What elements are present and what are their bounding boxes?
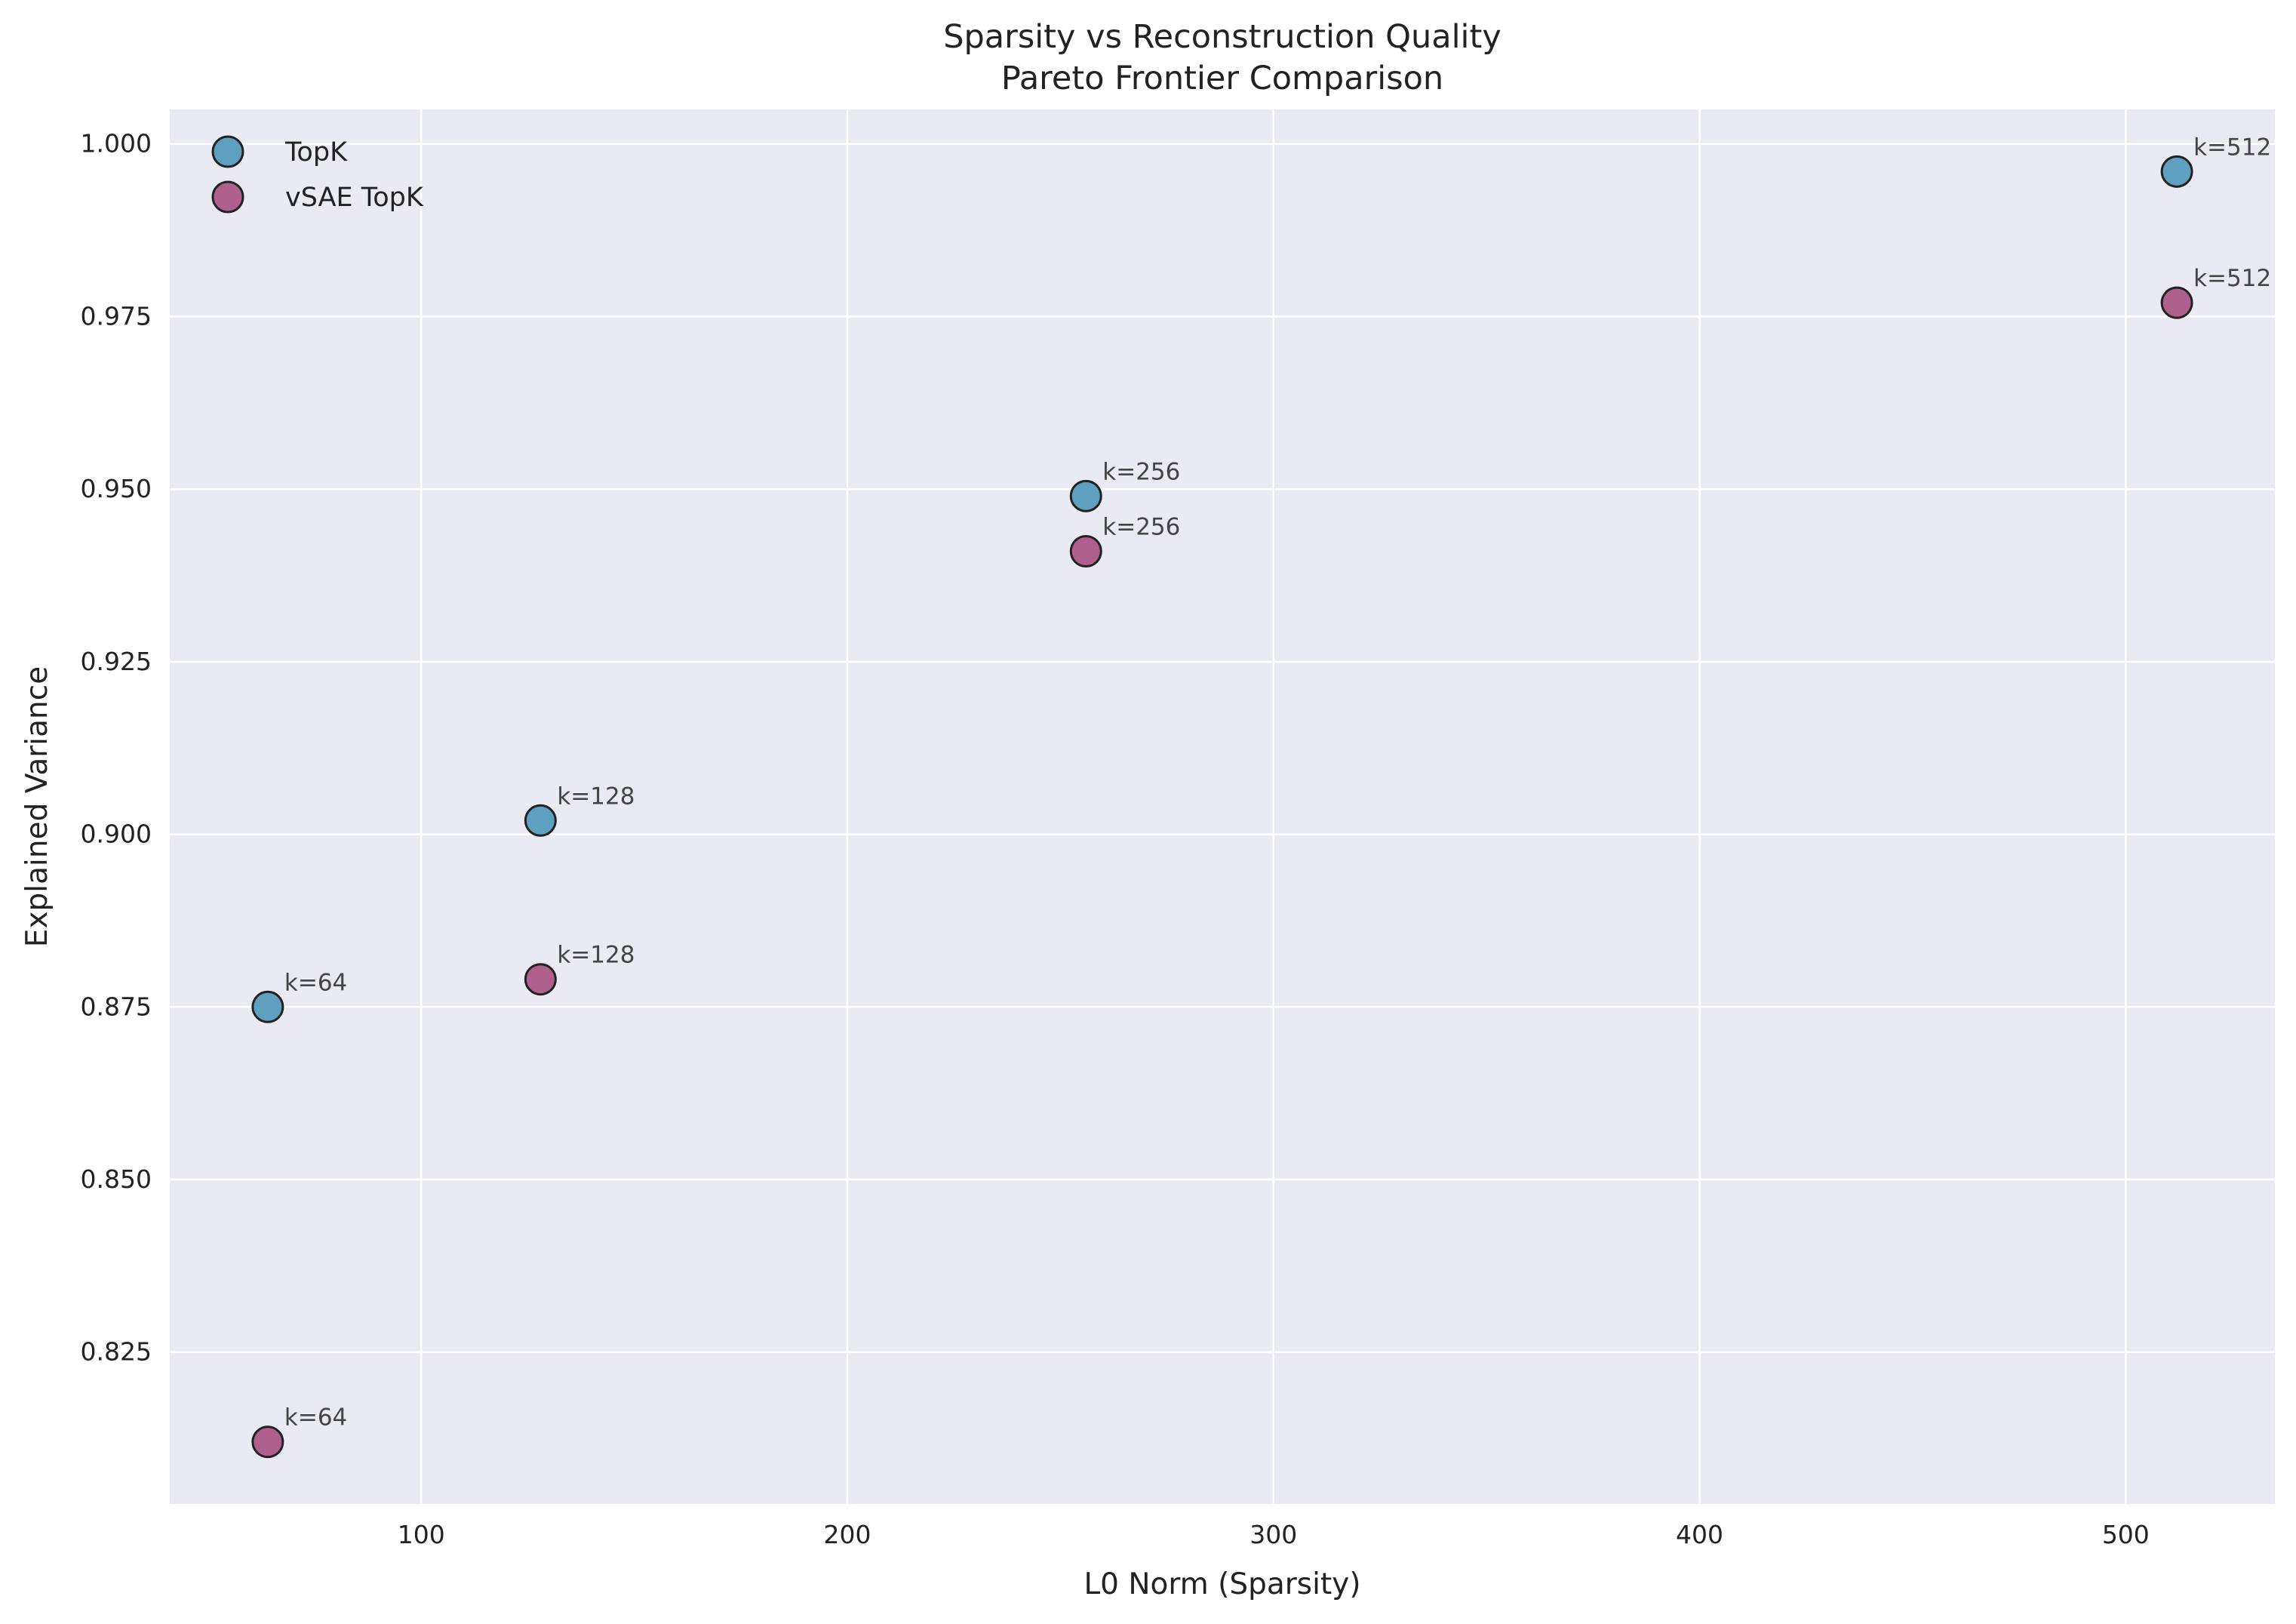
y-tick-label: 0.900 — [81, 820, 152, 849]
y-tick-label: 0.875 — [81, 992, 152, 1021]
data-point — [2160, 286, 2193, 319]
point-label: k=256 — [1102, 458, 1180, 485]
x-tick-label: 500 — [2102, 1520, 2150, 1549]
legend-marker-topk — [211, 135, 244, 168]
y-tick-labels: 0.825 0.850 0.875 0.900 0.925 0.950 0.975 1.000 — [81, 129, 152, 1367]
grid-lines — [170, 109, 2275, 1504]
point-label: k=128 — [557, 783, 635, 810]
data-point — [524, 804, 557, 837]
legend-marker-vsae-topk — [211, 180, 244, 214]
y-tick-label: 0.950 — [81, 474, 152, 503]
y-tick-label: 0.850 — [81, 1164, 152, 1194]
data-point — [1069, 479, 1102, 512]
point-label: k=64 — [284, 969, 347, 996]
data-point — [2160, 155, 2193, 188]
x-tick-labels: 100 200 300 400 500 — [398, 1520, 2150, 1549]
y-tick-label: 0.975 — [81, 301, 152, 331]
legend: TopK vSAE TopK — [211, 135, 424, 214]
data-point — [251, 1426, 284, 1459]
point-label: k=256 — [1102, 514, 1180, 541]
y-axis-title: Explained Variance — [20, 666, 54, 947]
x-tick-label: 100 — [398, 1520, 445, 1549]
y-tick-label: 0.825 — [81, 1337, 152, 1367]
chart-title: Sparsity vs Reconstruction Quality — [943, 18, 1501, 56]
y-tick-label: 1.000 — [81, 129, 152, 158]
point-annotations: k=64 k=128 k=256 k=512 k=64 k=128 k=256 k=512 — [284, 134, 2271, 1431]
data-point — [251, 990, 284, 1023]
plot-area — [170, 109, 2275, 1504]
point-label: k=512 — [2193, 134, 2271, 161]
data-point — [524, 963, 557, 996]
data-points — [251, 155, 2193, 1459]
x-axis-title: L0 Norm (Sparsity) — [1083, 1567, 1360, 1601]
x-tick-label: 300 — [1249, 1520, 1297, 1549]
point-label: k=512 — [2193, 265, 2271, 292]
y-tick-label: 0.925 — [81, 647, 152, 676]
chart-subtitle: Pareto Frontier Comparison — [1001, 60, 1443, 97]
data-point — [1069, 535, 1102, 568]
legend-label-topk: TopK — [284, 137, 348, 168]
point-label: k=128 — [557, 942, 635, 969]
x-tick-label: 200 — [823, 1520, 871, 1549]
x-tick-label: 400 — [1676, 1520, 1723, 1549]
point-label: k=64 — [284, 1404, 347, 1432]
legend-label-vsae-topk: vSAE TopK — [285, 183, 424, 213]
